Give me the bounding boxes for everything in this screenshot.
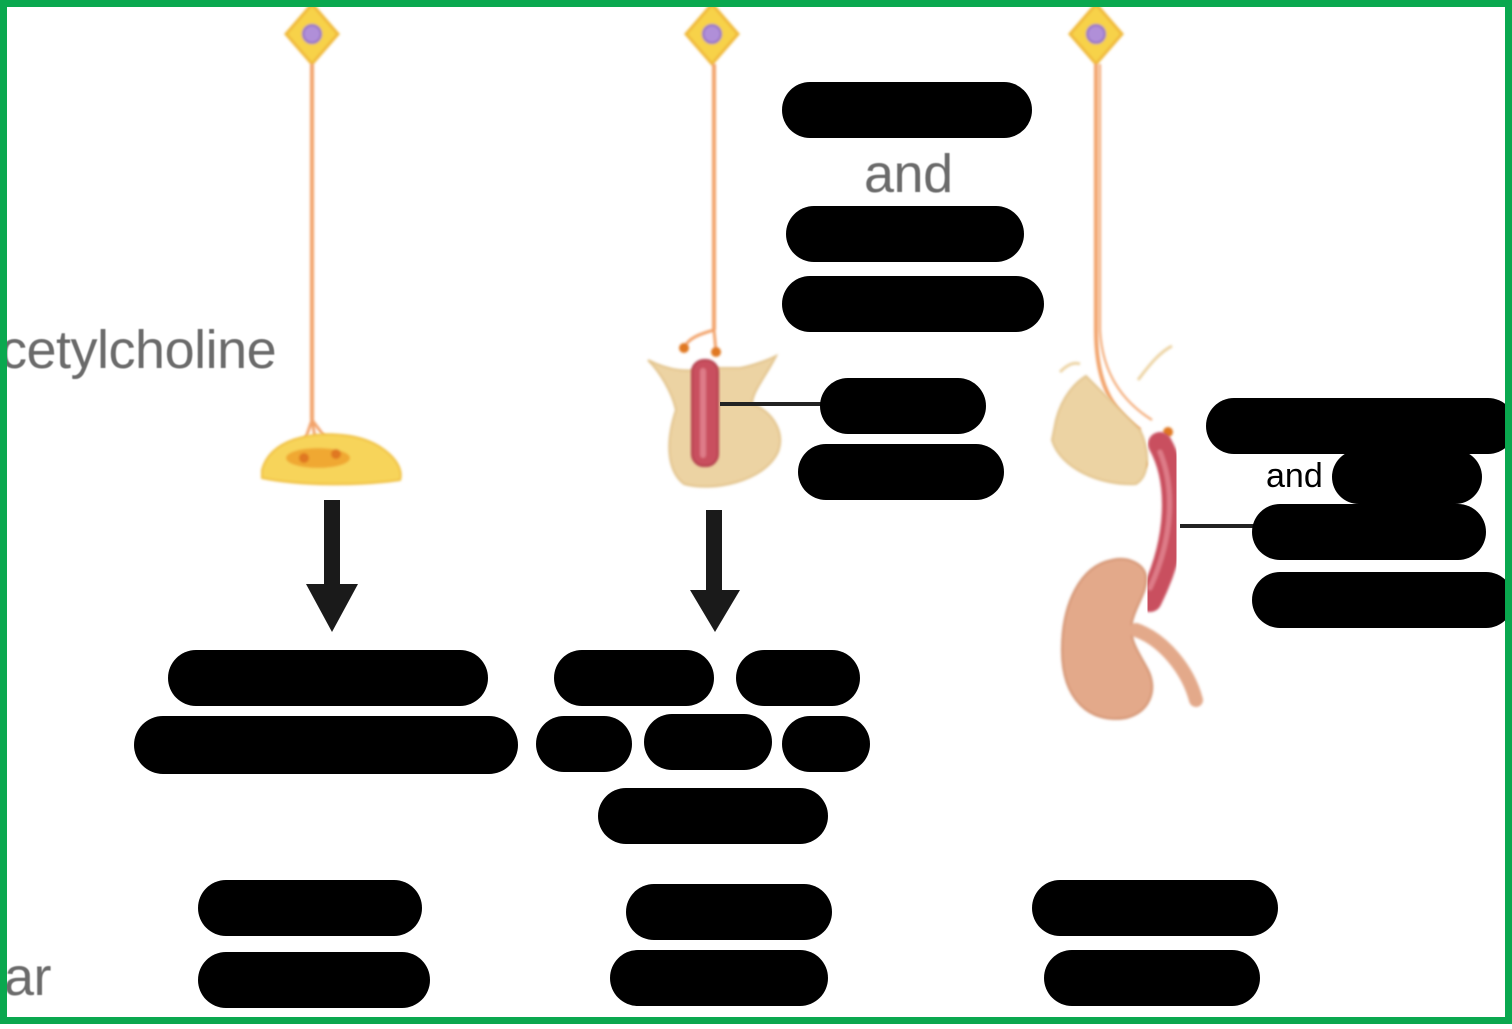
synaptic-terminal-icon xyxy=(261,433,402,486)
redaction-mask xyxy=(1252,572,1512,628)
redaction-mask xyxy=(626,884,832,940)
redaction-mask xyxy=(134,716,518,774)
redaction-mask xyxy=(610,950,828,1006)
redaction-mask xyxy=(782,276,1044,332)
redaction-mask xyxy=(198,880,422,936)
down-arrow-icon xyxy=(690,510,740,632)
redaction-mask xyxy=(1206,398,1512,454)
blood-vessel-icon xyxy=(1138,432,1186,612)
kidney-icon xyxy=(1060,558,1203,720)
redaction-mask xyxy=(736,650,860,706)
redaction-mask xyxy=(1044,950,1260,1006)
gland-icon xyxy=(1050,361,1149,486)
redaction-mask xyxy=(644,714,772,770)
conjunction-label-right: and xyxy=(1266,457,1323,495)
redaction-mask xyxy=(598,788,828,844)
redaction-mask xyxy=(782,82,1032,138)
redaction-mask xyxy=(168,650,488,706)
blood-vessel-icon xyxy=(691,359,719,467)
neuron-icon xyxy=(679,1,740,357)
neuron-icon xyxy=(284,1,340,456)
redaction-mask xyxy=(798,444,1004,500)
partial-label-ar: ar xyxy=(4,947,52,1007)
redaction-mask xyxy=(1332,450,1482,504)
conjunction-label-middle: and xyxy=(864,144,953,204)
redaction-mask xyxy=(536,716,632,772)
redaction-mask xyxy=(820,378,986,434)
redaction-mask xyxy=(554,650,714,706)
acetylcholine-label: cetylcholine xyxy=(0,320,277,380)
redaction-mask xyxy=(782,716,870,772)
redaction-mask xyxy=(786,206,1024,262)
redaction-mask xyxy=(1032,880,1278,936)
down-arrow-icon xyxy=(306,500,358,632)
redaction-mask xyxy=(198,952,430,1008)
redaction-mask xyxy=(1252,504,1486,560)
